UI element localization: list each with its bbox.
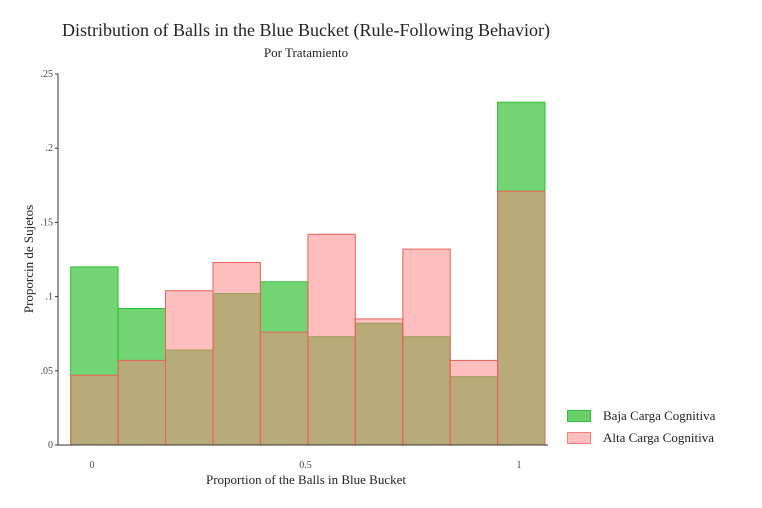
series-alta-bars — [70, 190, 546, 446]
y-tick-label: .25 — [41, 69, 54, 80]
chart-subtitle: Por Tratamiento — [264, 45, 348, 60]
y-axis-label: Proporcin de Sujetos — [21, 205, 36, 313]
legend: Baja Carga Cognitiva Alta Carga Cognitiv… — [567, 405, 715, 449]
legend-label-baja: Baja Carga Cognitiva — [603, 408, 716, 423]
bar-alta-3 — [212, 262, 261, 446]
y-tick-label: .2 — [46, 143, 54, 154]
y-tick-label: 0 — [48, 440, 53, 451]
bar-alta-8 — [449, 359, 499, 446]
tick-labels: 0 .05 .1 .15 .2 .25 0 0.5 1 — [41, 69, 522, 471]
bar-alta-1 — [117, 359, 166, 446]
legend-item-alta: Alta Carga Cognitiva — [567, 427, 715, 449]
legend-swatch-alta — [567, 432, 591, 444]
x-tick-label: 0 — [90, 460, 95, 471]
bar-alta-7 — [402, 248, 451, 446]
x-tick-label: 0.5 — [299, 460, 312, 471]
legend-swatch-baja — [567, 410, 591, 422]
bar-alta-9 — [497, 190, 546, 446]
bar-alta-5 — [307, 233, 356, 446]
legend-label-alta: Alta Carga Cognitiva — [603, 430, 714, 445]
axes — [57, 74, 548, 446]
legend-item-baja: Baja Carga Cognitiva — [567, 405, 715, 427]
bar-alta-6 — [354, 318, 404, 446]
bar-alta-4 — [259, 331, 309, 446]
bar-alta-2 — [165, 290, 214, 446]
y-tick-label: .15 — [41, 217, 54, 228]
x-axis-label: Proportion of the Balls in Blue Bucket — [206, 472, 406, 487]
bar-alta-0 — [70, 374, 119, 446]
chart-title: Distribution of Balls in the Blue Bucket… — [62, 20, 550, 41]
x-tick-label: 1 — [517, 460, 522, 471]
y-tick-label: .05 — [41, 366, 54, 377]
y-tick-label: .1 — [46, 292, 54, 303]
